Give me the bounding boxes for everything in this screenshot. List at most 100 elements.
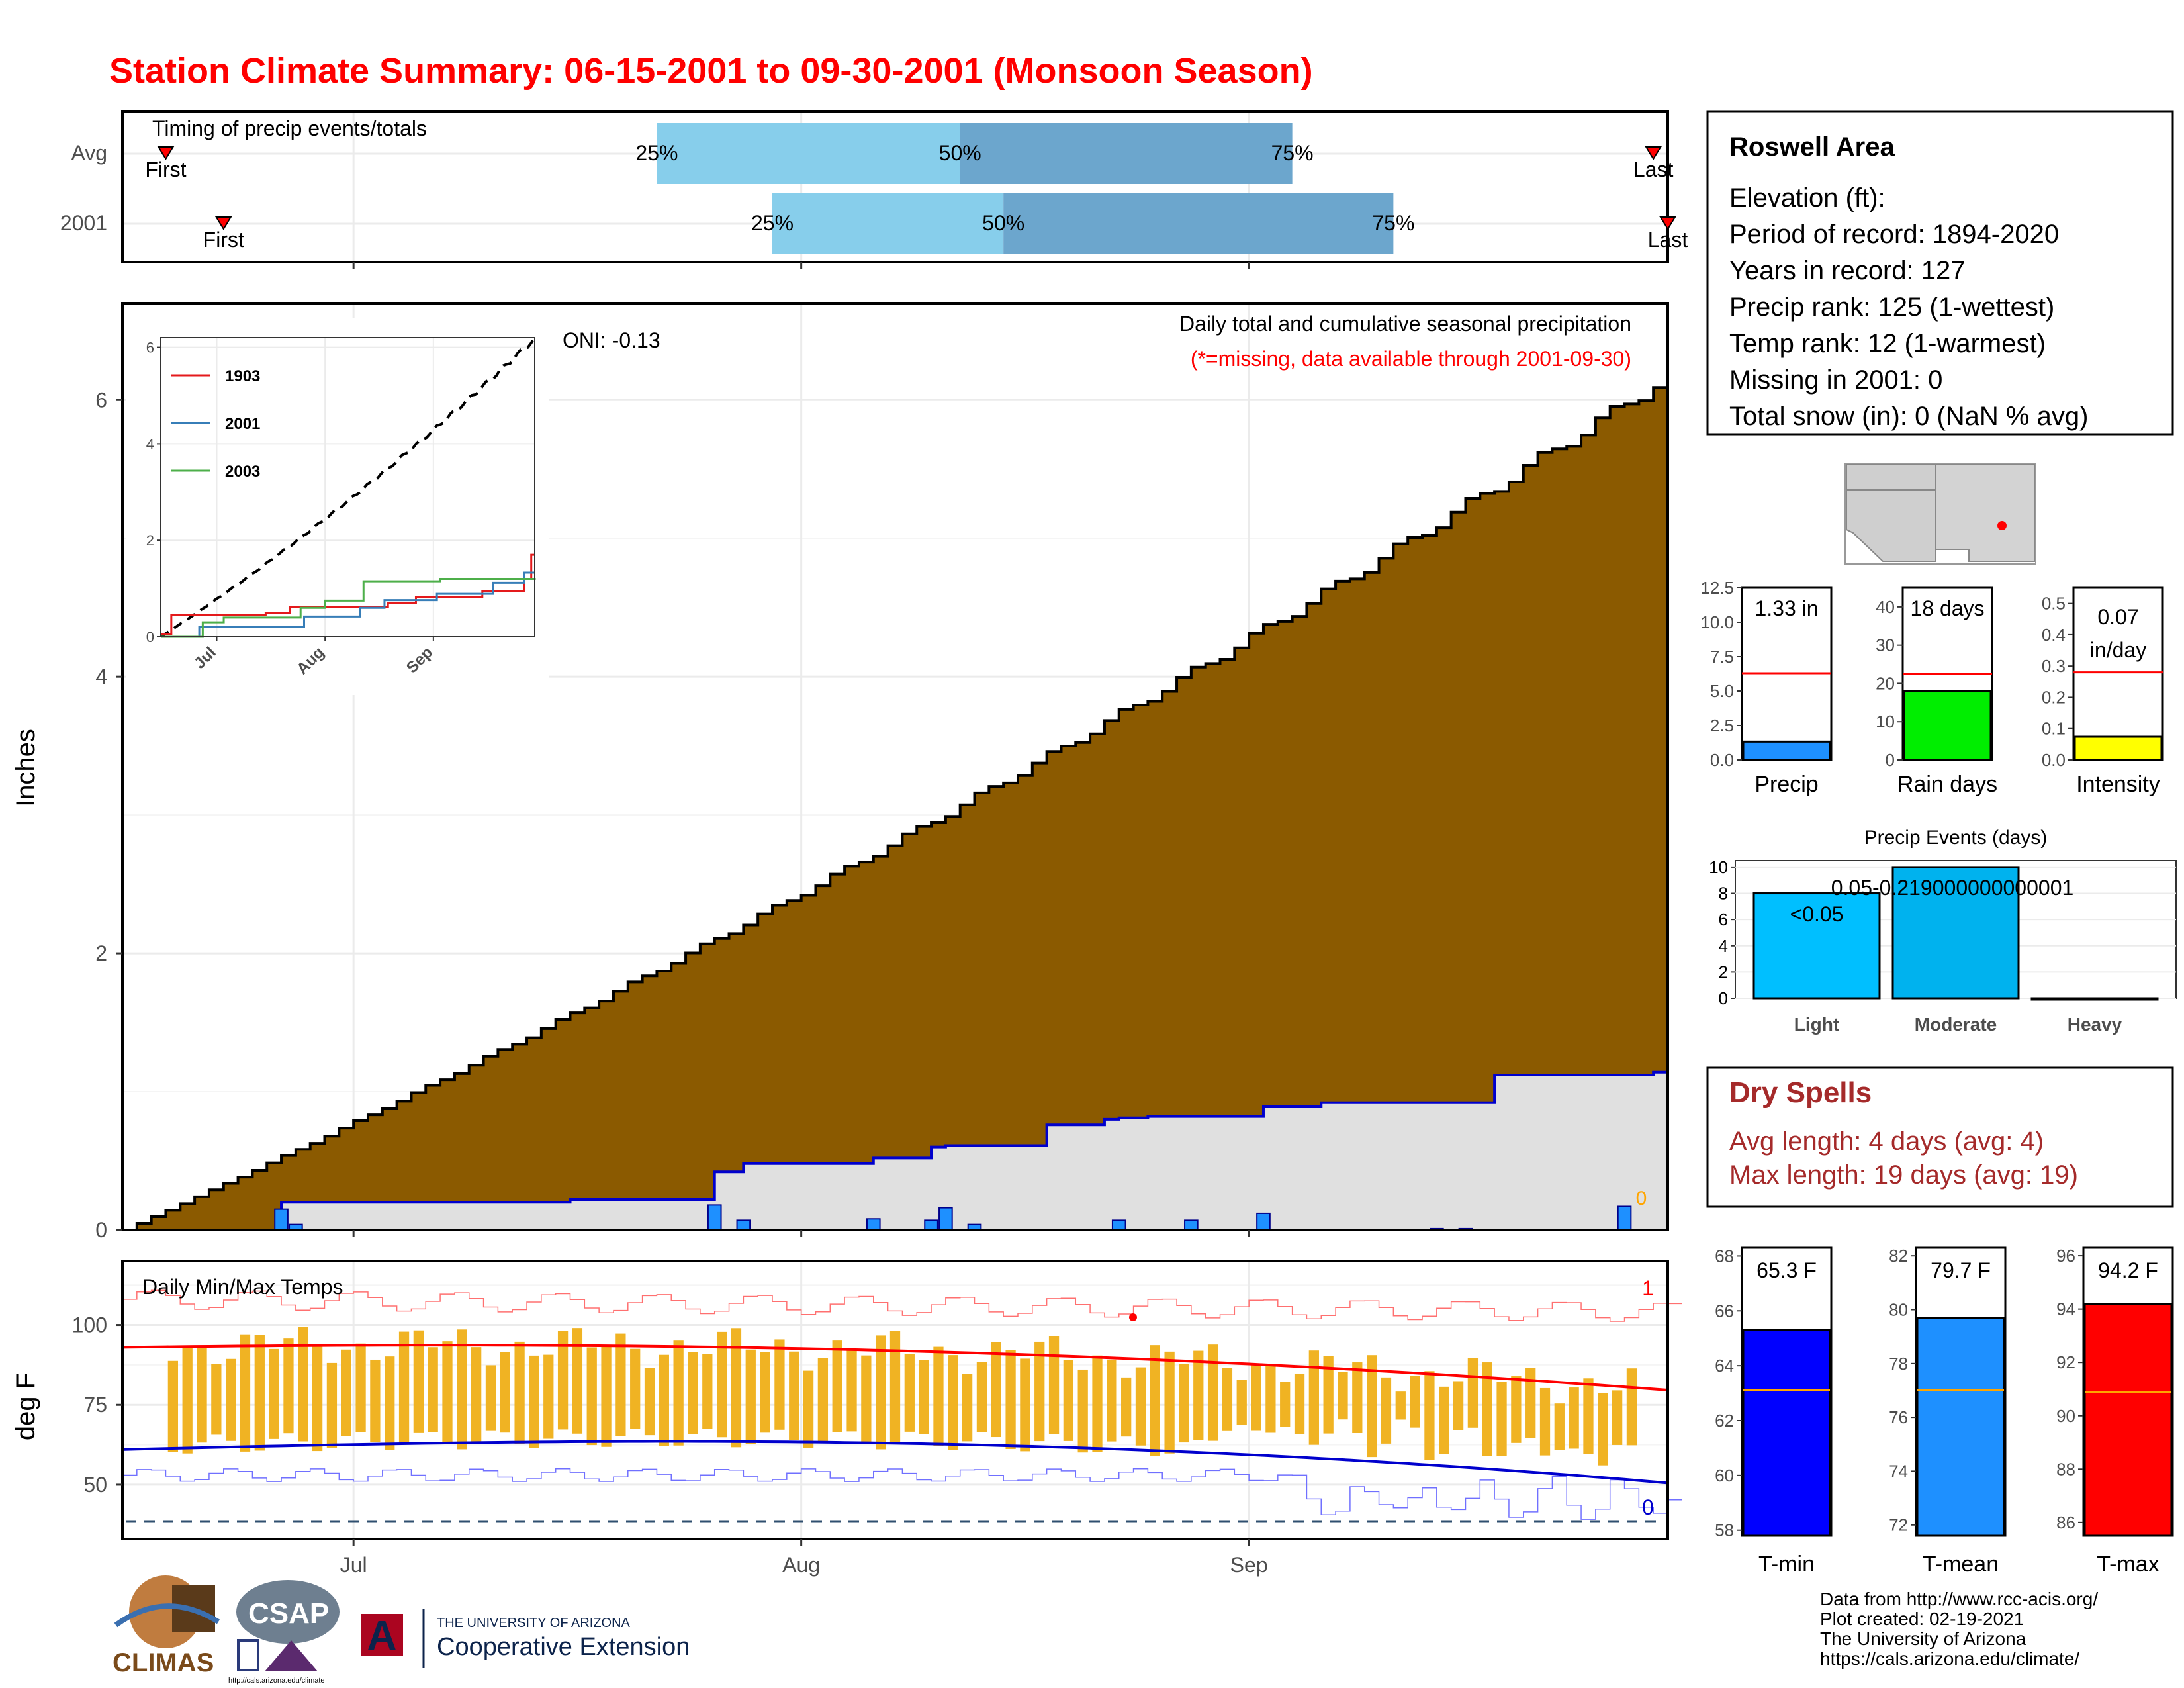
daily-temp-bar — [1020, 1358, 1030, 1452]
timing-row-label-year: 2001 — [60, 211, 107, 235]
new-mexico-shape — [1935, 464, 2035, 562]
dry-spells-max-length: Max length: 19 days (avg: 19) — [1729, 1160, 2078, 1190]
climas-river-icon — [114, 1603, 220, 1628]
events-bar-label: <0.05 — [1790, 902, 1844, 926]
ua-logo: A THE UNIVERSITY OF ARIZONA Cooperative … — [361, 1609, 690, 1668]
timing-last-marker — [1645, 146, 1662, 160]
station-line-precip-rank: Precip rank: 125 (1-wettest) — [1729, 293, 2054, 322]
daily-temp-bar — [471, 1347, 482, 1442]
daily-temp-bar — [283, 1338, 294, 1434]
footer-line-university: The University of Arizona — [1820, 1628, 2026, 1649]
precip-y-tick-label: 4 — [95, 665, 107, 688]
events-y-tick-label: 6 — [1719, 910, 1728, 929]
temp-summary-value: 65.3 F — [1756, 1258, 1817, 1282]
csap-cloud-icon — [236, 1580, 340, 1644]
daily-precip-bar — [1184, 1219, 1199, 1231]
timing-bar-50-75 — [960, 123, 1293, 184]
station-line-years: Years in record: 127 — [1729, 256, 1966, 285]
daily-temp-bar — [1179, 1364, 1189, 1443]
daily-temp-bar — [1121, 1377, 1132, 1437]
daily-temp-bar — [1525, 1368, 1536, 1438]
daily-temp-bar — [1150, 1345, 1160, 1456]
station-line-missing: Missing in 2001: 0 — [1729, 365, 1942, 395]
ua-big-text: Cooperative Extension — [437, 1633, 690, 1661]
daily-temp-bar — [1063, 1360, 1074, 1441]
daily-temp-bar — [442, 1341, 453, 1443]
daily-temp-bar — [457, 1329, 467, 1450]
temp-summary-value: 94.2 F — [2098, 1258, 2158, 1282]
daily-temp-bar — [745, 1349, 756, 1444]
daily-temp-bar — [904, 1354, 915, 1432]
avg-cumulative-area — [122, 369, 1669, 1231]
timing-label-75: 75% — [1271, 141, 1314, 165]
precip-y-tick-label: 6 — [95, 388, 107, 412]
daily-temp-bar — [1467, 1358, 1479, 1428]
inset-background — [126, 318, 549, 695]
temp-summary-y-tick-label: 72 — [1889, 1515, 1908, 1535]
summary-value-bar — [1903, 690, 1992, 761]
station-line-elevation: Elevation (ft): — [1729, 183, 1886, 212]
daily-temp-bar — [1612, 1390, 1623, 1445]
dry-spells: Dry Spells Avg length: 4 days (avg: 4) M… — [1706, 1066, 2174, 1208]
daily-temp-bar — [1569, 1387, 1579, 1449]
daily-temp-bar — [1164, 1351, 1175, 1454]
daily-temp-bar — [861, 1355, 872, 1443]
csap-logo: CSAP http://cals.arizona.edu/climate — [228, 1580, 340, 1685]
daily-temp-bar — [254, 1335, 265, 1451]
daily-temp-bar — [976, 1362, 987, 1432]
temp-summary-y-tick-label: 64 — [1715, 1356, 1734, 1376]
inset-legend-label: 1903 — [225, 367, 260, 385]
daily-temp-bar — [1092, 1355, 1103, 1452]
daily-temp-bar — [1265, 1364, 1276, 1433]
daily-temp-bar — [385, 1356, 395, 1450]
timing-last-marker — [1659, 216, 1676, 230]
daily-temp-bar — [1496, 1382, 1507, 1456]
daily-temp-bar — [876, 1335, 886, 1450]
daily-temp-bar — [398, 1331, 410, 1445]
summary-panel-name: Precip — [1754, 772, 1818, 797]
daily-temp-bar — [644, 1368, 655, 1436]
summary-value-label: 0.07 — [2097, 605, 2138, 629]
summary-value-label: 18 days — [1910, 596, 1984, 620]
events-y-tick-label: 4 — [1719, 936, 1728, 956]
daily-temp-bar — [1539, 1387, 1551, 1456]
daily-temp-bar — [774, 1339, 785, 1430]
temp-summary-y-tick-label: 78 — [1889, 1354, 1908, 1374]
year-cumulative-area — [122, 1046, 1668, 1230]
summary-panel-frame — [2072, 586, 2164, 761]
summary-value-label: 1.33 in — [1754, 596, 1818, 620]
daily-temp-bar — [991, 1342, 1001, 1438]
daily-temp-bar — [630, 1348, 641, 1429]
summary-bar-panels: 1.33 in Precip 0.0 2.5 5.0 7.5 10.0 12.5 18 days… — [1700, 578, 2164, 797]
events-category-label: Light — [1794, 1014, 1839, 1035]
oni-value: ONI: -0.13 — [563, 328, 660, 352]
summary-y-tick-label: 30 — [1876, 635, 1895, 655]
daily-temp-bar — [1626, 1368, 1637, 1446]
temp-summary-y-tick-label: 90 — [2056, 1406, 2075, 1426]
csap-wordmark: CSAP — [248, 1597, 329, 1630]
summary-y-tick-label: 7.5 — [1710, 647, 1734, 667]
daily-precip-bar — [707, 1204, 722, 1231]
summary-y-tick-label: 40 — [1876, 597, 1895, 617]
record-high-line — [122, 1289, 1682, 1322]
summary-y-tick-label: 0.3 — [2042, 656, 2066, 676]
inset-y-tick-label: 2 — [146, 532, 154, 549]
timing-first-marker — [214, 216, 232, 230]
temp-summary-y-tick-label: 60 — [1715, 1466, 1734, 1485]
daily-precip-bar — [938, 1207, 953, 1231]
temp-summary-y-tick-label: 96 — [2056, 1246, 2075, 1266]
daily-temp-bar — [1308, 1350, 1319, 1445]
daily-temp-bar — [789, 1351, 799, 1440]
record-low-count: 0 — [1642, 1495, 1654, 1519]
precip-y-tick-label: 0 — [95, 1218, 107, 1242]
summary-value-unit: in/day — [2090, 638, 2146, 662]
daily-temp-bar — [1482, 1362, 1492, 1456]
timing-last-label: Last — [1648, 228, 1688, 252]
temp-plot-frame — [121, 1260, 1669, 1540]
daily-temp-bar — [1294, 1373, 1305, 1434]
daily-temp-bar — [269, 1348, 279, 1439]
summary-y-tick-label: 10 — [1876, 712, 1895, 731]
temp-summary-y-tick-label: 58 — [1715, 1521, 1734, 1540]
daily-temp-bar — [889, 1331, 901, 1442]
